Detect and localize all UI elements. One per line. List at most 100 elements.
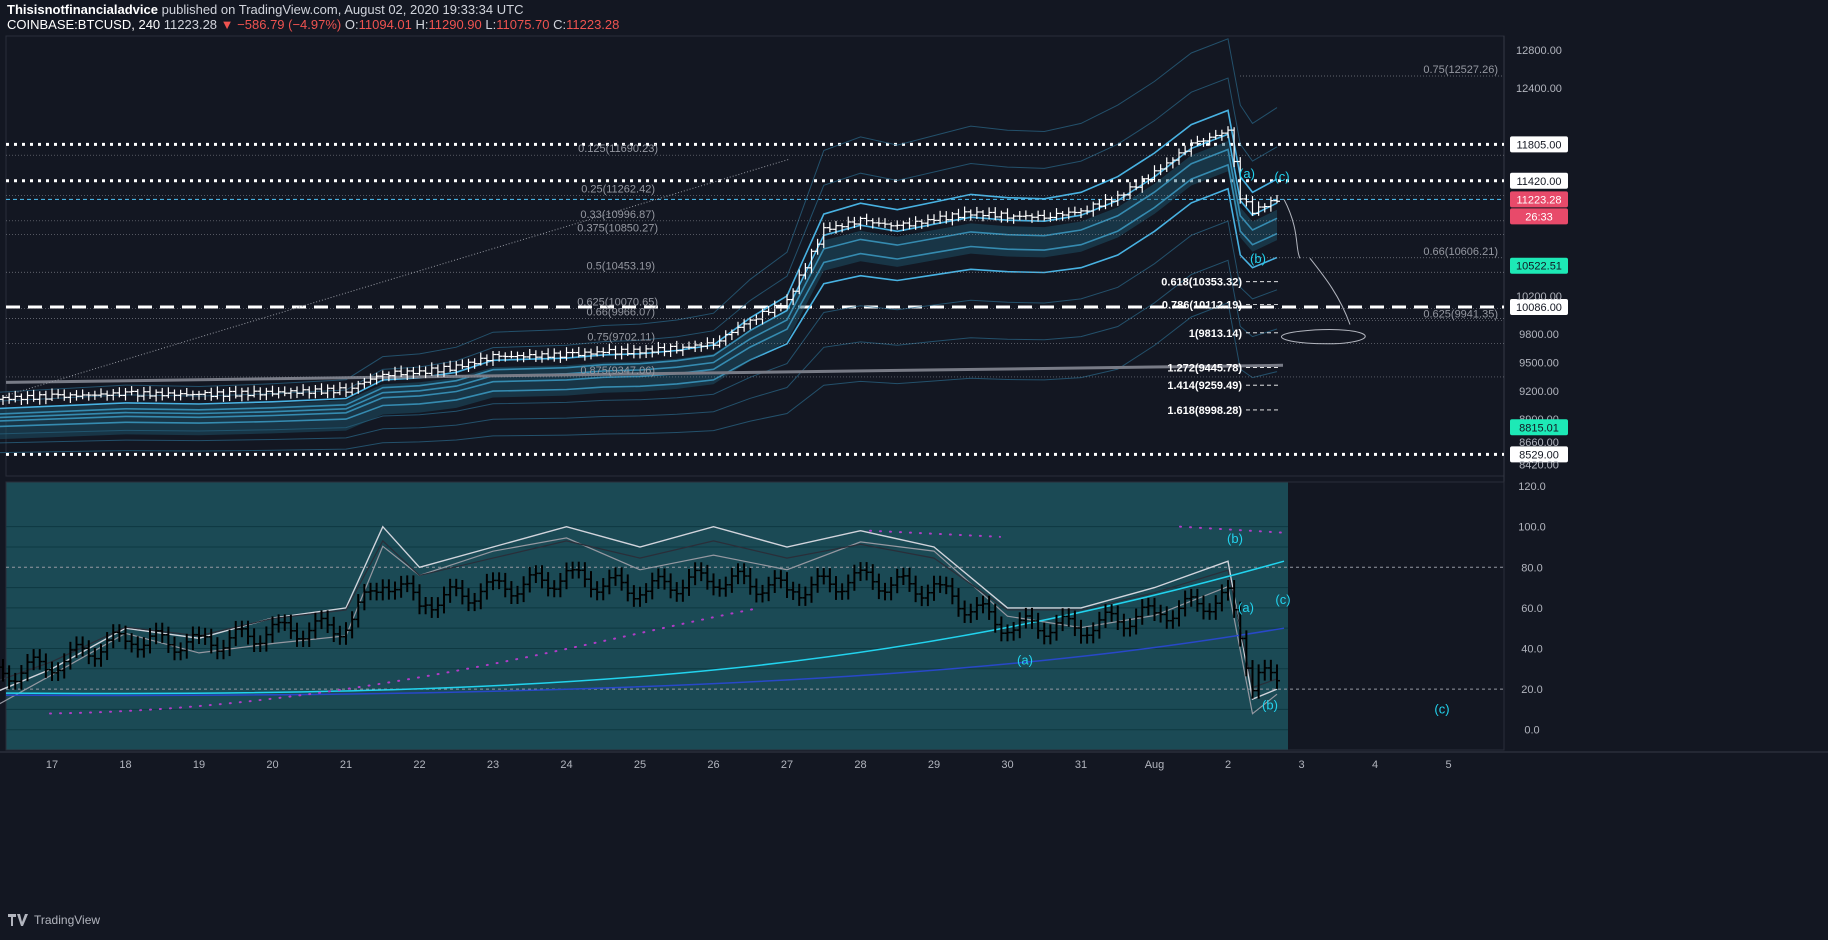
time-axis-label[interactable]: 22 bbox=[413, 759, 425, 771]
oscillator-bar bbox=[698, 562, 705, 582]
candle bbox=[189, 390, 196, 400]
oscillator-bar bbox=[189, 626, 196, 651]
candle bbox=[1157, 164, 1164, 176]
close-label: C: bbox=[553, 17, 567, 32]
candle bbox=[1010, 214, 1017, 224]
extension-level-label: 1.618(8998.28) bbox=[1167, 405, 1242, 417]
oscillator-bar bbox=[177, 642, 184, 661]
oscillator-bar bbox=[618, 567, 625, 591]
candle bbox=[238, 387, 245, 402]
candle bbox=[514, 351, 521, 362]
oscillator-bar bbox=[655, 568, 662, 589]
author-name[interactable]: Thisisnotfinancialadvice bbox=[7, 2, 158, 17]
candle bbox=[287, 387, 294, 399]
oscillator-bar bbox=[526, 566, 533, 593]
time-axis[interactable]: 17 18 19 20 21 22 23 24 25 26 27 28 29 30 31 Aug 2 3 4 5 bbox=[0, 751, 1828, 771]
oscillator-bar bbox=[514, 585, 521, 604]
oscillator-bar bbox=[661, 568, 668, 590]
oscillator-bar bbox=[581, 562, 588, 588]
time-axis-label[interactable]: 18 bbox=[119, 759, 131, 771]
candle bbox=[251, 385, 258, 398]
chart-canvas[interactable]: 0.125(11690.23) 0.25(11262.42) 0.33(10996.… bbox=[0, 0, 1828, 910]
time-axis-label[interactable]: 29 bbox=[928, 759, 940, 771]
time-axis-label[interactable]: 28 bbox=[854, 759, 866, 771]
high-label: H: bbox=[415, 17, 429, 32]
candle bbox=[496, 351, 503, 362]
time-axis-label[interactable]: 2 bbox=[1225, 759, 1231, 771]
oscillator-bar bbox=[122, 625, 129, 650]
candle bbox=[410, 367, 417, 379]
candle bbox=[275, 387, 282, 399]
oscillator-bar bbox=[710, 573, 717, 596]
oscillator-bar bbox=[1053, 614, 1060, 641]
price-panel[interactable]: 0.125(11690.23) 0.25(11262.42) 0.33(10996.… bbox=[0, 35, 1568, 750]
oscillator-panel[interactable]: (a) (b) (c) (a) (b) (c) 120.0 100.0 80.0 60.0 40.0… bbox=[0, 481, 1546, 751]
oscillator-bar bbox=[1194, 588, 1201, 612]
time-axis-label[interactable]: Aug bbox=[1145, 759, 1165, 771]
time-axis-label[interactable]: 24 bbox=[560, 759, 572, 771]
time-axis-label[interactable]: 3 bbox=[1298, 759, 1304, 771]
oscillator-bar bbox=[716, 579, 723, 597]
time-axis-label[interactable]: 19 bbox=[193, 759, 205, 771]
time-axis-label[interactable]: 26 bbox=[707, 759, 719, 771]
time-axis-label[interactable]: 25 bbox=[634, 759, 646, 771]
oscillator-bar bbox=[569, 561, 576, 579]
candle bbox=[85, 392, 92, 401]
candle bbox=[1127, 182, 1133, 200]
oscillator-bar bbox=[1084, 627, 1091, 644]
time-axis-label[interactable]: 4 bbox=[1372, 759, 1378, 771]
candle bbox=[104, 390, 111, 401]
candle bbox=[1188, 139, 1195, 157]
oscillator-bar bbox=[949, 577, 956, 605]
time-axis-label[interactable]: 30 bbox=[1001, 759, 1013, 771]
oscillator-bar bbox=[869, 564, 876, 590]
candle bbox=[1096, 199, 1103, 211]
oscillator-bar bbox=[1151, 597, 1158, 622]
oscillator-bar bbox=[624, 574, 631, 602]
envelope-band bbox=[0, 148, 1278, 419]
candle bbox=[692, 340, 699, 353]
time-axis-label[interactable]: 17 bbox=[46, 759, 58, 771]
oscillator-bar bbox=[673, 582, 680, 602]
oscillator-bar bbox=[471, 592, 478, 612]
time-axis-label[interactable]: 31 bbox=[1075, 759, 1087, 771]
oscillator-bar bbox=[416, 584, 423, 615]
candle bbox=[912, 216, 919, 230]
oscillator-bar bbox=[269, 616, 276, 643]
candle bbox=[1249, 196, 1256, 216]
oscillator-bar bbox=[441, 586, 447, 614]
price-axis-label: 12800.00 bbox=[1516, 45, 1562, 57]
close-value: 11223.28 bbox=[566, 17, 620, 32]
fib-level-label: 0.66(10606.21) bbox=[1423, 246, 1498, 258]
time-axis-label[interactable]: 23 bbox=[487, 759, 499, 771]
candle bbox=[612, 345, 619, 360]
candle bbox=[1176, 148, 1182, 165]
oscillator-bar bbox=[906, 567, 913, 592]
extension-level-label: 0.786(10112.19) bbox=[1162, 300, 1242, 312]
candle bbox=[140, 386, 147, 401]
candle bbox=[845, 216, 852, 231]
time-axis-label[interactable]: 5 bbox=[1445, 759, 1451, 771]
oscillator-bar bbox=[630, 585, 637, 607]
oscillator-bar bbox=[392, 581, 398, 600]
candle bbox=[122, 387, 129, 401]
oscillator-bar bbox=[85, 640, 92, 665]
envelope-band bbox=[0, 302, 1278, 454]
candle bbox=[1194, 135, 1201, 146]
candle bbox=[1047, 212, 1054, 223]
time-axis-label[interactable]: 21 bbox=[340, 759, 352, 771]
candle bbox=[784, 294, 790, 310]
oscillator-bar bbox=[967, 603, 974, 623]
time-axis-label[interactable]: 27 bbox=[781, 759, 793, 771]
oscillator-bar bbox=[1035, 612, 1042, 639]
symbol-label[interactable]: COINBASE:BTCUSD, 240 bbox=[7, 17, 161, 32]
time-axis-label[interactable]: 20 bbox=[266, 759, 278, 771]
oscillator-bar bbox=[759, 584, 766, 603]
candle bbox=[1120, 192, 1127, 201]
price-axis-label: 10200.00 bbox=[1516, 291, 1562, 303]
oscillator-bar bbox=[1004, 624, 1011, 642]
candle bbox=[643, 344, 650, 359]
candle bbox=[606, 343, 613, 355]
price-axis-label: 8420.00 bbox=[1519, 460, 1559, 472]
last-price: 11223.28 bbox=[163, 17, 218, 32]
